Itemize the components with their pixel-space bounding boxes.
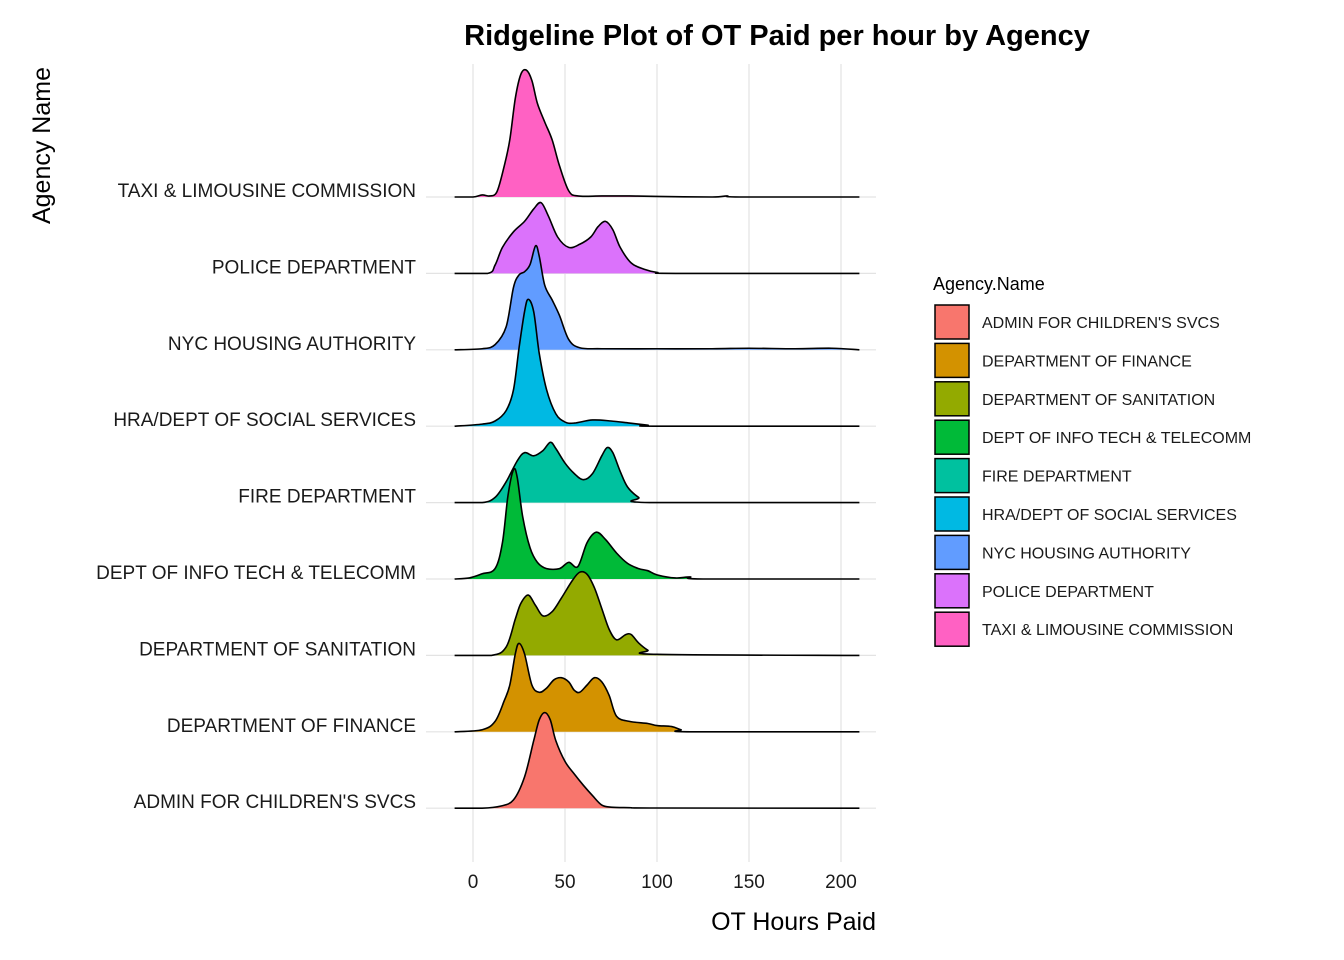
ridge-fill [454,202,860,274]
legend-label: DEPARTMENT OF SANITATION [982,392,1215,409]
y-tick-label: TAXI & LIMOUSINE COMMISSION [118,181,416,202]
legend-label: DEPARTMENT OF FINANCE [982,353,1192,370]
y-tick-label: DEPARTMENT OF SANITATION [139,639,416,660]
legend-swatch [934,496,970,532]
ridge-fill [454,299,860,427]
y-tick-label: NYC HOUSING AUTHORITY [168,334,416,355]
ridge-outline [454,711,860,810]
legend-swatch [934,457,970,494]
legend-label: DEPT OF INFO TECH & TELECOMM [982,430,1251,447]
ridge-fill [454,712,860,809]
x-tick-label: 200 [825,872,857,893]
y-tick-label: HRA/DEPT OF SOCIAL SERVICES [113,410,416,431]
gridlines [426,64,876,862]
legend-label: POLICE DEPARTMENT [982,584,1154,601]
ridge-outline [454,467,860,580]
x-axis-title: OT Hours Paid [711,908,876,936]
legend-swatch [934,573,970,609]
y-tick-label: DEPARTMENT OF FINANCE [167,716,416,737]
y-tick-labels: ADMIN FOR CHILDREN'S SVCS DEPARTMENT OF F… [96,181,416,813]
ridge-fill [454,571,860,656]
ridge-6 [454,244,860,351]
ridge-outline [454,642,860,733]
ridge-outline [454,68,860,198]
ridge-8 [454,68,860,198]
ridge-outline [454,570,860,657]
legend-swatch [934,419,970,455]
ridge-fill [454,245,860,350]
ridge-fill [454,69,860,197]
y-tick-label: DEPT OF INFO TECH & TELECOMM [96,563,416,584]
ridge-outline [454,244,860,351]
ridge-0 [454,711,860,810]
legend-label: ADMIN FOR CHILDREN'S SVCS [982,315,1220,332]
legend: Agency.Name ADMIN FOR CHILDREN'S SVCS DEP… [933,274,1251,647]
legend-swatch [934,611,970,647]
x-tick-labels: 0 50 100 150 200 [468,872,857,893]
y-tick-label: FIRE DEPARTMENT [238,487,416,508]
ridge-outline [454,201,860,275]
ridge-3 [454,467,860,580]
ridge-outline [454,441,860,504]
ridge-1 [454,642,860,733]
ridge-7 [454,201,860,275]
ridge-fill [454,643,860,732]
chart-title: Ridgeline Plot of OT Paid per hour by Ag… [464,20,1090,52]
x-tick-label: 100 [641,872,673,893]
legend-label: HRA/DEPT OF SOCIAL SERVICES [982,507,1237,524]
legend-title: Agency.Name [933,274,1045,294]
x-tick-label: 50 [554,872,575,893]
legend-swatch [934,342,970,379]
legend-swatch [934,381,970,417]
legend-swatch [934,534,970,571]
ridge-2 [454,570,860,657]
y-tick-label: POLICE DEPARTMENT [212,257,417,278]
ridge-outline [454,298,860,428]
x-tick-label: 0 [468,872,479,893]
legend-swatch [934,304,970,340]
y-axis-title: Agency Name [28,67,56,224]
legend-label: TAXI & LIMOUSINE COMMISSION [982,622,1233,639]
legend-label: FIRE DEPARTMENT [982,469,1132,486]
y-tick-label: ADMIN FOR CHILDREN'S SVCS [134,792,416,813]
x-tick-label: 150 [733,872,765,893]
ridge-4 [454,441,860,504]
ridge-fill [454,442,860,503]
ridges [454,68,860,810]
legend-label: NYC HOUSING AUTHORITY [982,545,1191,562]
ridge-5 [454,298,860,428]
